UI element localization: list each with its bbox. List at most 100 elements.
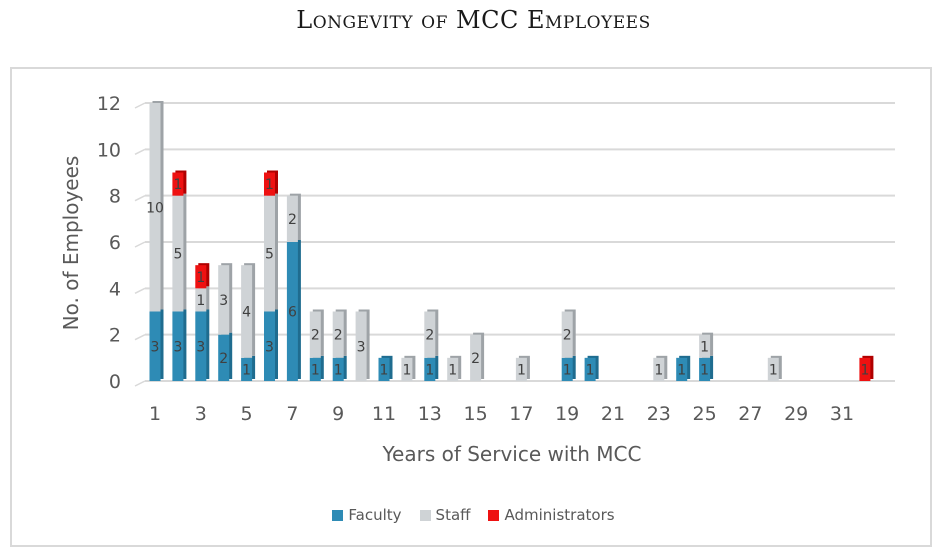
data-label: 3 xyxy=(357,339,366,355)
bar-segment-faculty xyxy=(309,357,321,381)
y-tick-label: 12 xyxy=(97,93,121,115)
data-label: 1 xyxy=(196,293,205,309)
bar-segment-staff xyxy=(767,357,779,381)
x-tick-label: 21 xyxy=(601,403,625,425)
bar-segment-staff xyxy=(309,311,321,358)
gridline-depth xyxy=(134,380,146,387)
data-label: 2 xyxy=(334,328,343,344)
y-tick-label: 2 xyxy=(109,325,121,347)
y-axis-ticks: 0 2 4 6 8 10 12 xyxy=(97,93,121,393)
data-label: 2 xyxy=(219,351,228,367)
bar-segment-staff xyxy=(653,357,665,381)
data-label: 5 xyxy=(265,247,274,263)
y-axis-title: No. of Employees xyxy=(59,156,83,331)
x-axis-title: Years of Service with MCC xyxy=(381,442,641,466)
data-label: 1 xyxy=(586,362,595,378)
legend-item-staff: Staff xyxy=(419,506,471,524)
data-label: 6 xyxy=(288,305,297,321)
x-tick-label: 1 xyxy=(149,403,161,425)
data-label: 1 xyxy=(173,177,182,193)
x-tick-label: 27 xyxy=(738,403,762,425)
data-label: 2 xyxy=(288,212,297,228)
data-label: 4 xyxy=(242,305,251,321)
bar-segment-administrators xyxy=(859,357,871,381)
data-label: 1 xyxy=(311,362,320,378)
bar-segment-staff xyxy=(424,311,436,358)
data-label: 1 xyxy=(769,362,778,378)
data-label: 3 xyxy=(151,339,160,355)
data-label: 2 xyxy=(425,328,434,344)
x-tick-label: 11 xyxy=(372,403,396,425)
gridline-depth xyxy=(134,148,146,156)
data-label: 1 xyxy=(563,362,572,378)
bar-segment-staff xyxy=(401,357,413,381)
data-label: 1 xyxy=(380,362,389,378)
data-label: 1 xyxy=(517,362,526,378)
data-label: 1 xyxy=(196,270,205,286)
chart-frame xyxy=(10,67,932,547)
x-tick-label: 15 xyxy=(464,403,488,425)
bar-segment-faculty xyxy=(195,311,207,381)
bar-segment-staff xyxy=(447,357,459,381)
bar-segment-staff xyxy=(149,103,161,312)
x-tick-label: 23 xyxy=(647,403,671,425)
bar-segment-faculty xyxy=(699,357,711,381)
bar-segment-staff xyxy=(264,195,275,312)
bar-segment-staff xyxy=(172,195,184,312)
bar-segment-staff xyxy=(332,311,344,358)
data-label: 1 xyxy=(700,339,709,355)
bar-segment-staff xyxy=(355,311,367,381)
bar-segment-staff xyxy=(561,311,573,358)
bar-segment-staff xyxy=(470,334,482,381)
gridline-depth xyxy=(134,241,146,248)
data-label: 1 xyxy=(242,362,251,378)
bars xyxy=(149,101,874,381)
x-tick-label: 9 xyxy=(332,403,344,425)
y-tick-label: 4 xyxy=(109,278,121,300)
bar-segment-faculty xyxy=(172,311,184,381)
y-tick-label: 10 xyxy=(97,139,121,161)
chart-title: Longevity of MCC Employees xyxy=(296,6,651,34)
x-tick-label: 7 xyxy=(286,403,298,425)
x-tick-label: 17 xyxy=(509,403,533,425)
gridline-depth xyxy=(134,194,146,202)
data-label: 1 xyxy=(402,362,411,378)
legend-swatch-faculty xyxy=(332,509,344,521)
bar-segment-faculty xyxy=(149,311,161,381)
data-label: 1 xyxy=(700,362,709,378)
data-label: 2 xyxy=(471,351,480,367)
bar-segment-staff xyxy=(515,357,527,381)
bar-segment-administrators xyxy=(195,265,207,289)
bar-segment-faculty xyxy=(424,357,436,381)
data-label: 1 xyxy=(334,362,343,378)
bar-segment-staff xyxy=(286,195,298,242)
bar-segment-faculty xyxy=(561,357,573,381)
bar-segment-staff xyxy=(195,288,207,312)
data-label: 1 xyxy=(677,362,686,378)
x-tick-label: 5 xyxy=(241,403,253,425)
x-tick-label: 31 xyxy=(830,403,854,425)
bar-segment-faculty xyxy=(264,311,275,381)
data-label: 1 xyxy=(265,177,274,193)
data-label: 2 xyxy=(563,328,572,344)
bar-segment-faculty xyxy=(218,334,230,381)
legend-label-administrators: Administrators xyxy=(504,506,615,524)
data-label: 1 xyxy=(448,362,457,378)
data-label: 2 xyxy=(311,328,320,344)
bar-segment-faculty xyxy=(676,357,688,381)
y-tick-label: 6 xyxy=(109,232,121,254)
legend: Faculty Staff Administrators xyxy=(0,506,947,524)
legend-label-staff: Staff xyxy=(435,506,471,524)
data-label: 1 xyxy=(425,362,434,378)
bar-segment-staff xyxy=(218,265,230,335)
legend-item-faculty: Faculty xyxy=(332,506,402,524)
data-label: 3 xyxy=(173,339,182,355)
data-label: 3 xyxy=(196,339,205,355)
gridline-depth xyxy=(134,333,146,341)
data-label: 10 xyxy=(146,200,164,216)
data-label: 3 xyxy=(219,293,228,309)
bar-segment-staff xyxy=(241,265,253,358)
bar-segment-staff xyxy=(699,334,711,358)
x-tick-label: 13 xyxy=(418,403,442,425)
